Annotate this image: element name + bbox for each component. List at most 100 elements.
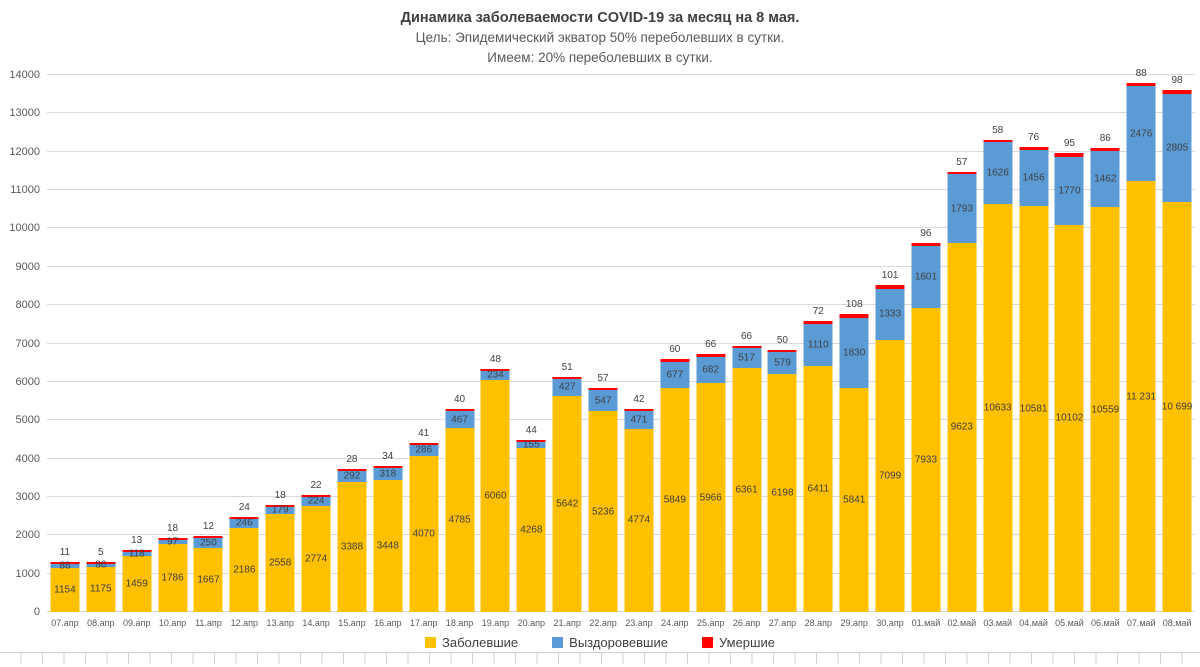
gridline [47,457,1195,459]
bar-slot-08.апр: 1175 86 5 08.апр [83,75,119,628]
recovered-value-label: 2476 [1130,128,1153,140]
stacked-bar: 10 699 2805 98 [1161,75,1193,612]
recovered-value-label: 1456 [1022,172,1045,184]
stacked-bar: 10581 1456 76 [1019,132,1049,612]
gridline [47,611,1195,612]
segment-infected [86,566,116,612]
bar-slot-21.апр: 5642 427 51 21.апр [549,75,585,628]
segment-deceased [373,465,403,468]
recovered-value-label: 234 [487,369,504,381]
chart-subtitle-current: Имеем: 20% переболевших в сутки. [487,50,713,65]
segment-recovered [624,410,654,429]
segment-recovered [301,497,331,506]
recovered-value-label: 1626 [986,167,1009,179]
segment-recovered [875,288,905,340]
segment-recovered [947,174,977,243]
segment-infected [229,528,259,612]
infected-value-label: 1175 [90,583,112,595]
segment-recovered [803,323,833,367]
x-axis-tick-label: 30.апр [876,618,904,628]
bar-slot-15.апр: 3388 292 28 15.апр [334,75,370,628]
stacked-bar: 10559 1462 86 [1090,133,1120,612]
gridline [47,74,1195,75]
segment-recovered [983,141,1013,205]
recovered-value-label: 471 [630,414,648,426]
recovered-value-label: 118 [128,548,145,560]
y-axis-tick-label: 11000 [10,184,40,197]
legend-label-infected: Заболевшие [442,634,519,650]
legend-item-recovered: Выздоровевшие [552,635,668,650]
recovered-value-label: 1770 [1058,185,1081,197]
infected-value-label: 10102 [1055,412,1084,424]
stacked-bar: 4774 471 42 [624,394,654,612]
x-axis-tick-label: 03.май [983,618,1013,628]
recovered-value-label: 1601 [914,271,938,283]
x-axis-tick-label: 10.апр [158,618,187,628]
gridline [47,380,1195,382]
y-axis-tick-label: 10000 [9,222,40,235]
bar-slot-20.апр: 4268 155 44 20.апр [513,75,549,628]
segment-recovered [732,348,762,369]
deceased-value-label: 24 [238,501,250,513]
segment-recovered [660,361,690,388]
x-axis-tick-label: 08.апр [87,618,115,628]
bar-slot-16.апр: 3448 318 34 16.апр [370,75,406,628]
infected-value-label: 5849 [663,494,686,506]
segment-deceased [301,495,331,498]
stacked-bar: 1154 88 11 [50,547,80,612]
recovered-value-label: 292 [343,470,361,482]
gridline [47,342,1195,344]
bar-slot-03.май: 10633 1626 58 03.май [980,75,1016,628]
deceased-value-label: 12 [202,521,214,533]
segment-deceased [1019,147,1049,151]
spreadsheet-cells-strip [0,652,1200,664]
segment-recovered [839,317,869,388]
segment-deceased [983,139,1013,142]
stacked-bar: 5849 677 60 [660,344,690,612]
bar-slot-05.май: 10102 1770 95 05.май [1052,75,1088,628]
deceased-value-label: 41 [418,427,430,439]
bar-slot-23.апр: 4774 471 42 23.апр [621,75,657,628]
segment-infected [373,479,403,612]
stacked-bar: 7933 1601 96 [911,228,941,612]
x-axis-tick-label: 24.апр [661,618,689,628]
chart-title-block: Динамика заболеваемости COVID-19 за меся… [0,8,1200,68]
segment-infected [767,374,797,612]
stacked-bar: 1786 97 18 [158,523,188,612]
stacked-bar: 6411 1110 72 [803,306,833,612]
infected-swatch-icon [425,636,437,648]
x-axis-tick-label: 26.апр [732,618,761,628]
x-axis-tick-label: 13.апр [266,618,294,628]
deceased-value-label: 95 [1063,137,1075,149]
bar-slot-18.апр: 4785 467 40 18.апр [442,75,478,628]
segment-infected [624,428,654,612]
infected-value-label: 4774 [627,514,651,526]
y-axis-tick-label: 3000 [15,490,40,503]
chart-title: Динамика заболеваемости COVID-19 за меся… [400,10,800,26]
bar-slot-27.апр: 6198 579 50 27.апр [765,75,801,628]
bar-slot-19.апр: 6060 234 48 19.апр [478,75,514,628]
x-axis-tick-label: 16.апр [374,618,402,628]
infected-value-label: 10633 [983,402,1012,414]
stacked-bar: 4070 286 41 [409,428,439,612]
deceased-value-label: 48 [489,353,501,365]
infected-value-label: 10 699 [1161,401,1193,413]
legend-label-recovered: Выздоровевшие [569,634,668,650]
infected-value-label: 10581 [1019,403,1048,415]
segment-infected [516,448,546,612]
y-axis-tick-label: 5000 [15,414,40,427]
segment-infected [983,204,1013,612]
infected-value-label: 3388 [340,541,364,553]
stacked-bar: 5841 1830 108 [839,299,869,612]
legend-label-deceased: Умершие [718,634,775,650]
infected-value-label: 6198 [771,487,794,499]
deceased-value-label: 86 [1099,132,1111,144]
stacked-bar: 5642 427 51 [552,362,582,612]
x-axis-tick-label: 11.апр [195,618,222,628]
plot-area: 1154 88 11 07.апр 1175 86 5 08.апр 1459 118 13 09.а… [47,68,1195,628]
recovered-value-label: 1462 [1094,173,1117,185]
deceased-value-label: 34 [382,450,394,462]
x-axis-tick-label: 09.апр [122,618,151,628]
x-axis-tick-label: 28.апр [804,618,833,628]
recovered-value-label: 547 [594,395,612,407]
